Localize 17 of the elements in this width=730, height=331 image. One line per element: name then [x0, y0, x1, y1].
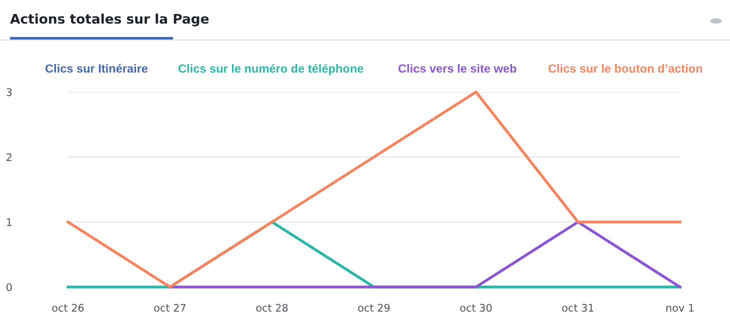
line-series [66, 90, 682, 288]
x-tick-label: oct 29 [358, 304, 390, 312]
x-tick-label: nov 1 [666, 304, 694, 312]
y-tick-label: 0 [6, 283, 12, 292]
text: Clics sur le numéro de téléphone [178, 64, 364, 76]
x-tick-label: oct 30 [460, 304, 492, 312]
y-tick-label: 1 [6, 218, 12, 226]
x-tick-label: oct 27 [154, 304, 186, 312]
text: Clics sur le bouton d’action [548, 64, 702, 73]
chart-title: Actions totales sur la Page [10, 14, 209, 26]
x-tick-label: oct 31 [562, 304, 594, 312]
text: Clics vers le site web [398, 64, 516, 73]
y-tick-label: 3 [6, 88, 12, 96]
y-tick-label: 2 [6, 153, 12, 161]
x-tick-label: oct 28 [256, 304, 288, 312]
legend-label: Clics sur Itinéraire [45, 64, 148, 73]
x-tick-label: oct 26 [52, 304, 84, 312]
